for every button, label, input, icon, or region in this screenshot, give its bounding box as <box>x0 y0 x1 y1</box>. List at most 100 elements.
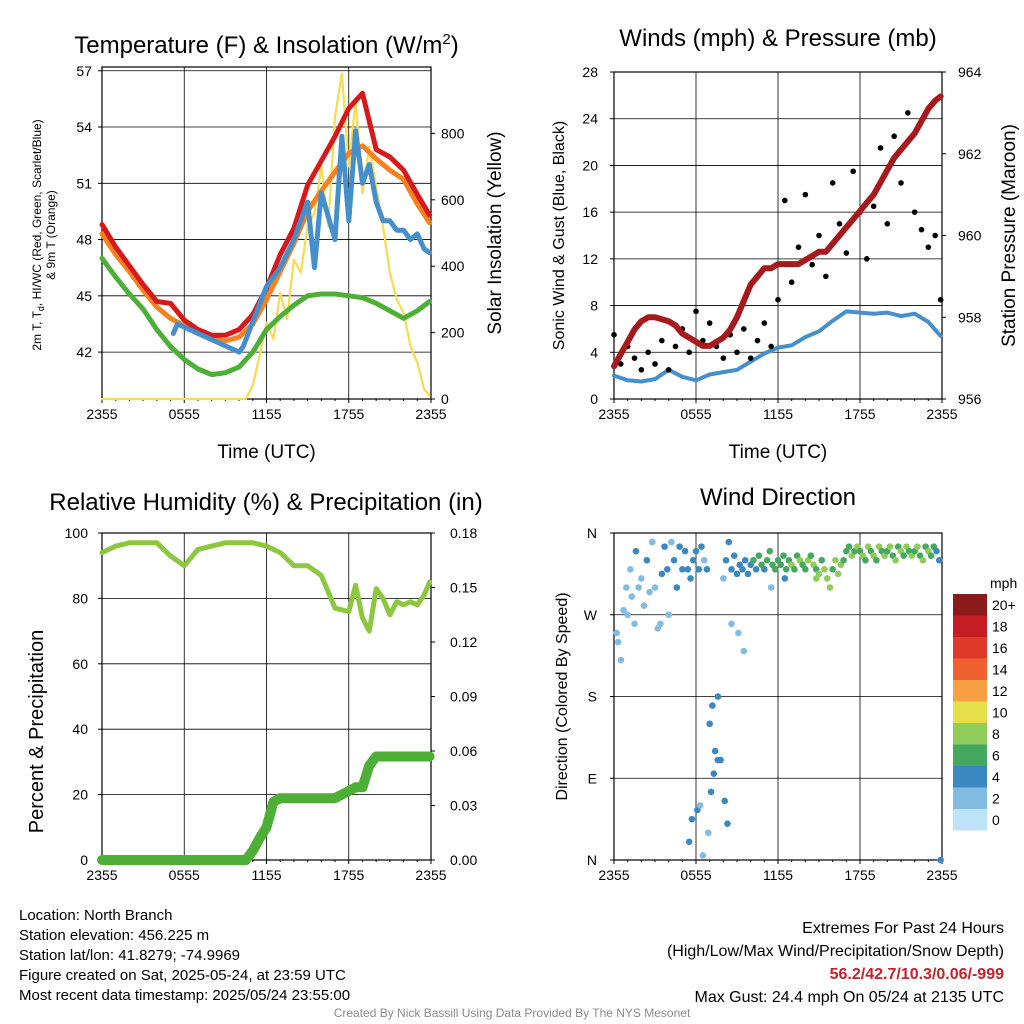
direction-point <box>684 566 692 573</box>
temp-y2label: Solar Insolation (Yellow) <box>485 131 506 334</box>
temp-xtick-label: 2355 <box>86 406 117 422</box>
direction-point <box>873 556 880 564</box>
direction-point <box>724 820 731 827</box>
direction-point <box>733 570 741 578</box>
gust-point <box>925 244 932 250</box>
direction-point <box>689 556 697 564</box>
direction-point <box>730 552 738 560</box>
direction-point <box>721 797 728 805</box>
temp-y2tick-label: 200 <box>441 325 465 341</box>
direction-point <box>658 570 666 578</box>
wind-ytick-label: 12 <box>582 251 598 267</box>
direction-point <box>781 575 789 582</box>
legend-swatch <box>953 658 987 680</box>
direction-point <box>750 556 757 564</box>
direction-point <box>927 552 935 560</box>
direction-point <box>665 611 672 619</box>
rh-ytick-label: 40 <box>72 721 88 737</box>
legend-label: 6 <box>992 748 1000 764</box>
direction-point <box>643 556 651 564</box>
direction-point <box>725 538 733 546</box>
legend-swatch <box>953 744 987 766</box>
direction-point <box>807 552 815 560</box>
gust-point <box>768 343 774 350</box>
dir-ylabel: Direction (Colored By Speed) <box>554 592 571 800</box>
rh-xtick-label: 2355 <box>86 867 117 883</box>
direction-point <box>695 566 703 573</box>
direction-point <box>739 566 746 573</box>
temp-xlabel: Time (UTC) <box>217 442 316 463</box>
rh-y2tick-label: 0.06 <box>450 743 477 759</box>
gust-point <box>850 168 856 175</box>
direction-point <box>780 552 787 560</box>
recent-data-text: Most recent data timestamp: 2025/05/24 2… <box>19 987 351 1004</box>
direction-point <box>617 656 625 664</box>
direction-point <box>673 584 681 591</box>
legend-label: 20+ <box>992 597 1016 613</box>
temp-y2tick-label: 800 <box>441 125 465 141</box>
legend-swatch <box>953 615 987 637</box>
gust-point <box>788 279 795 286</box>
direction-point <box>766 547 774 555</box>
extremes-title: Extremes For Past 24 Hours <box>802 920 1004 937</box>
direction-point <box>821 566 828 573</box>
dir-gridlines <box>614 532 942 861</box>
legend-swatch <box>953 809 987 831</box>
wind-y2tick-label: 964 <box>958 64 982 80</box>
legend-title: mph <box>990 575 1017 591</box>
dir-xtick-label: 0555 <box>680 867 711 883</box>
direction-point <box>670 556 678 564</box>
rh-ylabel: Percent & Precipitation <box>26 630 48 833</box>
direction-point <box>648 538 656 546</box>
dir-ytick-label: N <box>587 852 597 868</box>
direction-point <box>696 802 704 809</box>
dir-ytick-label: S <box>588 689 597 705</box>
temp-xtick-label: 1755 <box>333 406 364 422</box>
station-info: Location: North Branch Station elevation… <box>19 906 350 1006</box>
legend-label: 0 <box>992 812 1000 828</box>
wind-y2label: Station Pressure (Maroon) <box>999 124 1020 347</box>
gust-point <box>665 367 672 373</box>
legend-label: 18 <box>992 619 1008 635</box>
gust-point <box>782 197 788 204</box>
direction-point <box>631 620 638 628</box>
gust-point <box>720 355 727 361</box>
wind-ytick-label: 0 <box>590 391 598 407</box>
rh-y2tick-label: 0.03 <box>450 798 477 814</box>
legend-swatch <box>953 766 987 788</box>
extremes-block: Extremes For Past 24 Hours (High/Low/Max… <box>667 917 1004 1009</box>
gust-point <box>829 180 836 186</box>
gust-point <box>905 110 911 116</box>
direction-point <box>614 638 622 646</box>
series-station-pressure <box>611 93 944 370</box>
direction-point <box>681 547 689 555</box>
direction-point <box>624 611 631 619</box>
gust-point <box>932 232 938 239</box>
direction-point <box>845 543 853 550</box>
direction-point <box>613 629 621 637</box>
direction-point <box>767 584 775 591</box>
direction-point <box>777 561 785 569</box>
direction-point <box>834 570 842 578</box>
legend-label: 12 <box>992 683 1008 699</box>
direction-point <box>651 584 659 591</box>
temp-xtick-label: 0555 <box>169 406 200 422</box>
wind-gridlines <box>614 71 942 400</box>
legend-label: 2 <box>992 791 1000 807</box>
temp-ytick-label: 42 <box>76 344 92 360</box>
rh-title: Relative Humidity (%) & Precipitation (i… <box>49 489 482 516</box>
direction-point <box>900 552 908 560</box>
direction-point <box>823 575 831 582</box>
direction-point <box>802 566 809 573</box>
rh-xtick-label: 1155 <box>251 867 281 883</box>
gust-point <box>645 349 651 356</box>
gust-point <box>693 308 699 315</box>
wind-y2tick-label: 958 <box>958 309 982 325</box>
gust-point <box>836 221 843 227</box>
gust-point <box>802 191 809 198</box>
extremes-values: 56.2/42.7/10.3/0.06/-999 <box>829 966 1004 983</box>
wind-ytick-label: 20 <box>582 157 598 173</box>
direction-point <box>710 770 718 778</box>
direction-point <box>692 547 700 555</box>
wind-ytick-label: 8 <box>590 298 598 314</box>
